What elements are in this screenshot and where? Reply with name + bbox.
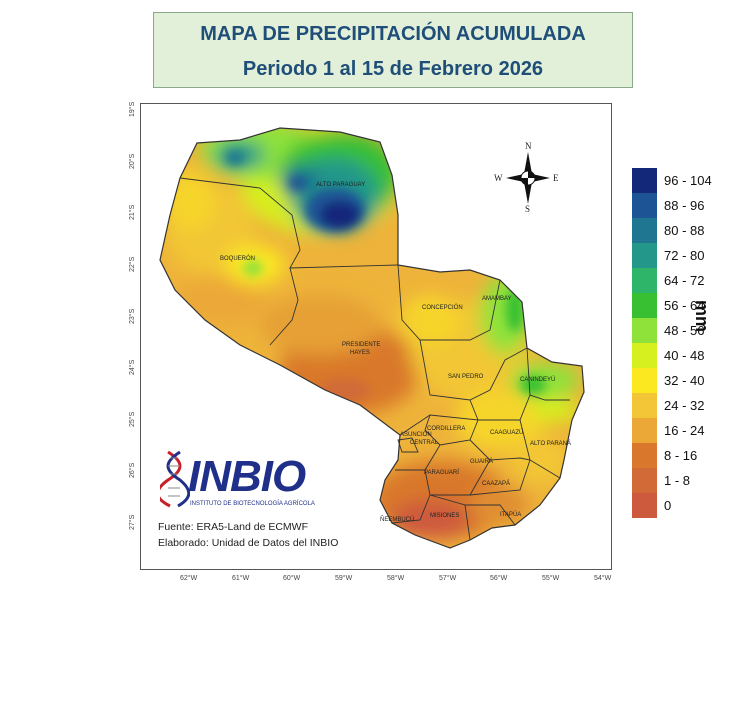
dept-label-presidente-hayes: PRESIDENTE [342, 342, 380, 348]
lon-tick: 61°W [232, 575, 250, 582]
legend-swatch [632, 243, 657, 268]
map-title-box: MAPA DE PRECIPITACIÓN ACUMULADA Periodo … [153, 12, 633, 88]
legend-item: 80 - 88 [632, 218, 742, 243]
dept-label-caaguazu: CAAGUAZÚ [490, 429, 523, 436]
legend-label: 24 - 32 [664, 398, 705, 413]
legend-swatch [632, 418, 657, 443]
dept-label-central: CENTRAL [410, 440, 439, 446]
legend-item: 16 - 24 [632, 418, 742, 443]
legend-item: 40 - 48 [632, 343, 742, 368]
legend-item: 96 - 104 [632, 168, 742, 193]
legend-unit: mm [692, 300, 712, 333]
dept-label-canindeyu: CANINDEYÚ [520, 376, 555, 383]
legend-item: 24 - 32 [632, 393, 742, 418]
dept-label-paraguari: PARAGUARÍ [424, 469, 459, 476]
dept-label-misiones: MISIONES [430, 513, 459, 519]
legend-swatch [632, 343, 657, 368]
legend-swatch [632, 468, 657, 493]
legend-item: 32 - 40 [632, 368, 742, 393]
legend-swatch [632, 368, 657, 393]
legend-swatch [632, 443, 657, 468]
dept-label-boqueron: BOQUERÓN [220, 255, 255, 262]
legend-swatch [632, 218, 657, 243]
legend-item: 64 - 72 [632, 268, 742, 293]
logo-subtitle: INSTITUTO DE BIOTECNOLOGÍA AGRÍCOLA [190, 501, 315, 507]
inbio-logo: INBIO INSTITUTO DE BIOTECNOLOGÍA AGRÍCOL… [160, 450, 325, 510]
dept-label-concepcion: CONCEPCIÓN [422, 304, 463, 311]
dept-label-amambay: AMAMBAY [482, 296, 512, 302]
legend-label: 72 - 80 [664, 248, 705, 263]
lon-tick: 55°W [542, 575, 560, 582]
legend-item: 72 - 80 [632, 243, 742, 268]
credits-author: Elaborado: Unidad de Datos del INBIO [158, 537, 339, 549]
lon-tick: 62°W [180, 575, 198, 582]
dept-label-alto-parana: ALTO PARANÁ [530, 440, 571, 447]
dept-label-san-pedro: SAN PEDRO [448, 374, 484, 380]
legend-swatch [632, 318, 657, 343]
lon-tick: 59°W [335, 575, 353, 582]
legend-item: 1 - 8 [632, 468, 742, 493]
map-title: MAPA DE PRECIPITACIÓN ACUMULADA [200, 23, 586, 45]
legend-swatch [632, 393, 657, 418]
legend-label: 32 - 40 [664, 373, 705, 388]
compass-s: S [525, 204, 530, 214]
legend-item: 56 - 64 [632, 293, 742, 318]
map-subtitle: Periodo 1 al 15 de Febrero 2026 [242, 58, 544, 80]
logo-wordmark: INBIO [188, 452, 306, 501]
legend-label: 16 - 24 [664, 423, 705, 438]
lon-tick: 57°W [439, 575, 457, 582]
legend-item: 48 - 56 [632, 318, 742, 343]
lon-tick: 60°W [283, 575, 301, 582]
legend-label: 0 [664, 498, 672, 513]
legend-swatch [632, 168, 657, 193]
legend-label: 96 - 104 [664, 173, 712, 188]
department-boundaries [159, 127, 585, 549]
credits: Fuente: ERA5-Land de ECMWF Elaborado: Un… [158, 519, 338, 551]
dept-label-alto-paraguay: ALTO PARAGUAY [316, 182, 365, 188]
legend-label: 88 - 96 [664, 198, 705, 213]
compass-w: W [494, 173, 503, 183]
legend-label: 1 - 8 [664, 473, 691, 488]
legend: 96 - 104 88 - 96 80 - 88 72 - 80 64 - 72… [632, 168, 742, 518]
lon-tick: 58°W [387, 575, 405, 582]
precipitation-field [160, 128, 584, 548]
dna-helix-icon [160, 450, 190, 508]
compass-e: E [553, 173, 559, 183]
legend-label: 64 - 72 [664, 273, 705, 288]
credits-source: Fuente: ERA5-Land de ECMWF [158, 521, 308, 533]
dept-label-guaira: GUAIRÁ [470, 458, 493, 465]
legend-label: 48 - 56 [664, 323, 705, 338]
legend-label: 56 - 64 [664, 298, 705, 313]
dept-label-itapua: ITAPÚA [500, 511, 521, 518]
dept-label-cordillera: CORDILLERA [427, 426, 465, 432]
dept-label-asuncion: ASUNCIÓN [400, 431, 432, 438]
legend-swatch [632, 268, 657, 293]
lon-tick: 54°W [594, 575, 612, 582]
legend-label: 8 - 16 [664, 448, 698, 463]
dept-label-presidente-hayes-2: HAYES [350, 350, 370, 356]
north-arrow-icon: N S W E [494, 141, 559, 214]
dept-label-neembucu: ÑEEMBUCÚ [380, 516, 414, 523]
compass-n: N [525, 141, 532, 151]
dept-label-caazapa: CAAZAPÁ [482, 480, 510, 487]
legend-item: 8 - 16 [632, 443, 742, 468]
legend-item: 0 [632, 493, 742, 518]
legend-swatch [632, 193, 657, 218]
legend-swatch [632, 293, 657, 318]
legend-item: 88 - 96 [632, 193, 742, 218]
legend-label: 80 - 88 [664, 223, 705, 238]
lon-tick: 56°W [490, 575, 508, 582]
legend-label: 40 - 48 [664, 348, 705, 363]
legend-swatch [632, 493, 657, 518]
